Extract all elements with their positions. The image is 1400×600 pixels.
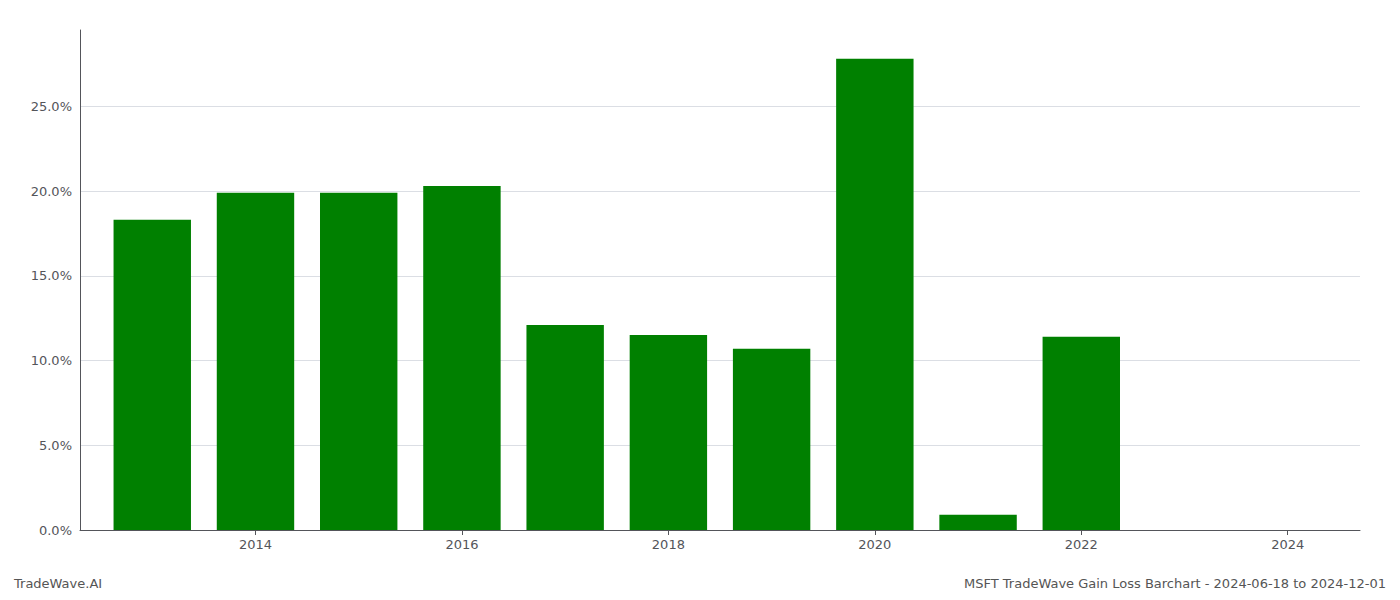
svg-text:2022: 2022: [1065, 537, 1098, 552]
svg-text:2014: 2014: [239, 537, 272, 552]
svg-text:10.0%: 10.0%: [31, 353, 72, 368]
svg-text:25.0%: 25.0%: [31, 99, 72, 114]
svg-text:MSFT TradeWave Gain Loss Barch: MSFT TradeWave Gain Loss Barchart - 2024…: [964, 576, 1386, 591]
svg-text:0.0%: 0.0%: [39, 523, 72, 538]
svg-text:20.0%: 20.0%: [31, 184, 72, 199]
svg-text:2020: 2020: [858, 537, 891, 552]
svg-text:15.0%: 15.0%: [31, 268, 72, 283]
svg-text:2024: 2024: [1271, 537, 1304, 552]
svg-text:2016: 2016: [445, 537, 478, 552]
svg-text:5.0%: 5.0%: [39, 438, 72, 453]
svg-text:2018: 2018: [652, 537, 685, 552]
svg-text:TradeWave.AI: TradeWave.AI: [13, 576, 102, 591]
